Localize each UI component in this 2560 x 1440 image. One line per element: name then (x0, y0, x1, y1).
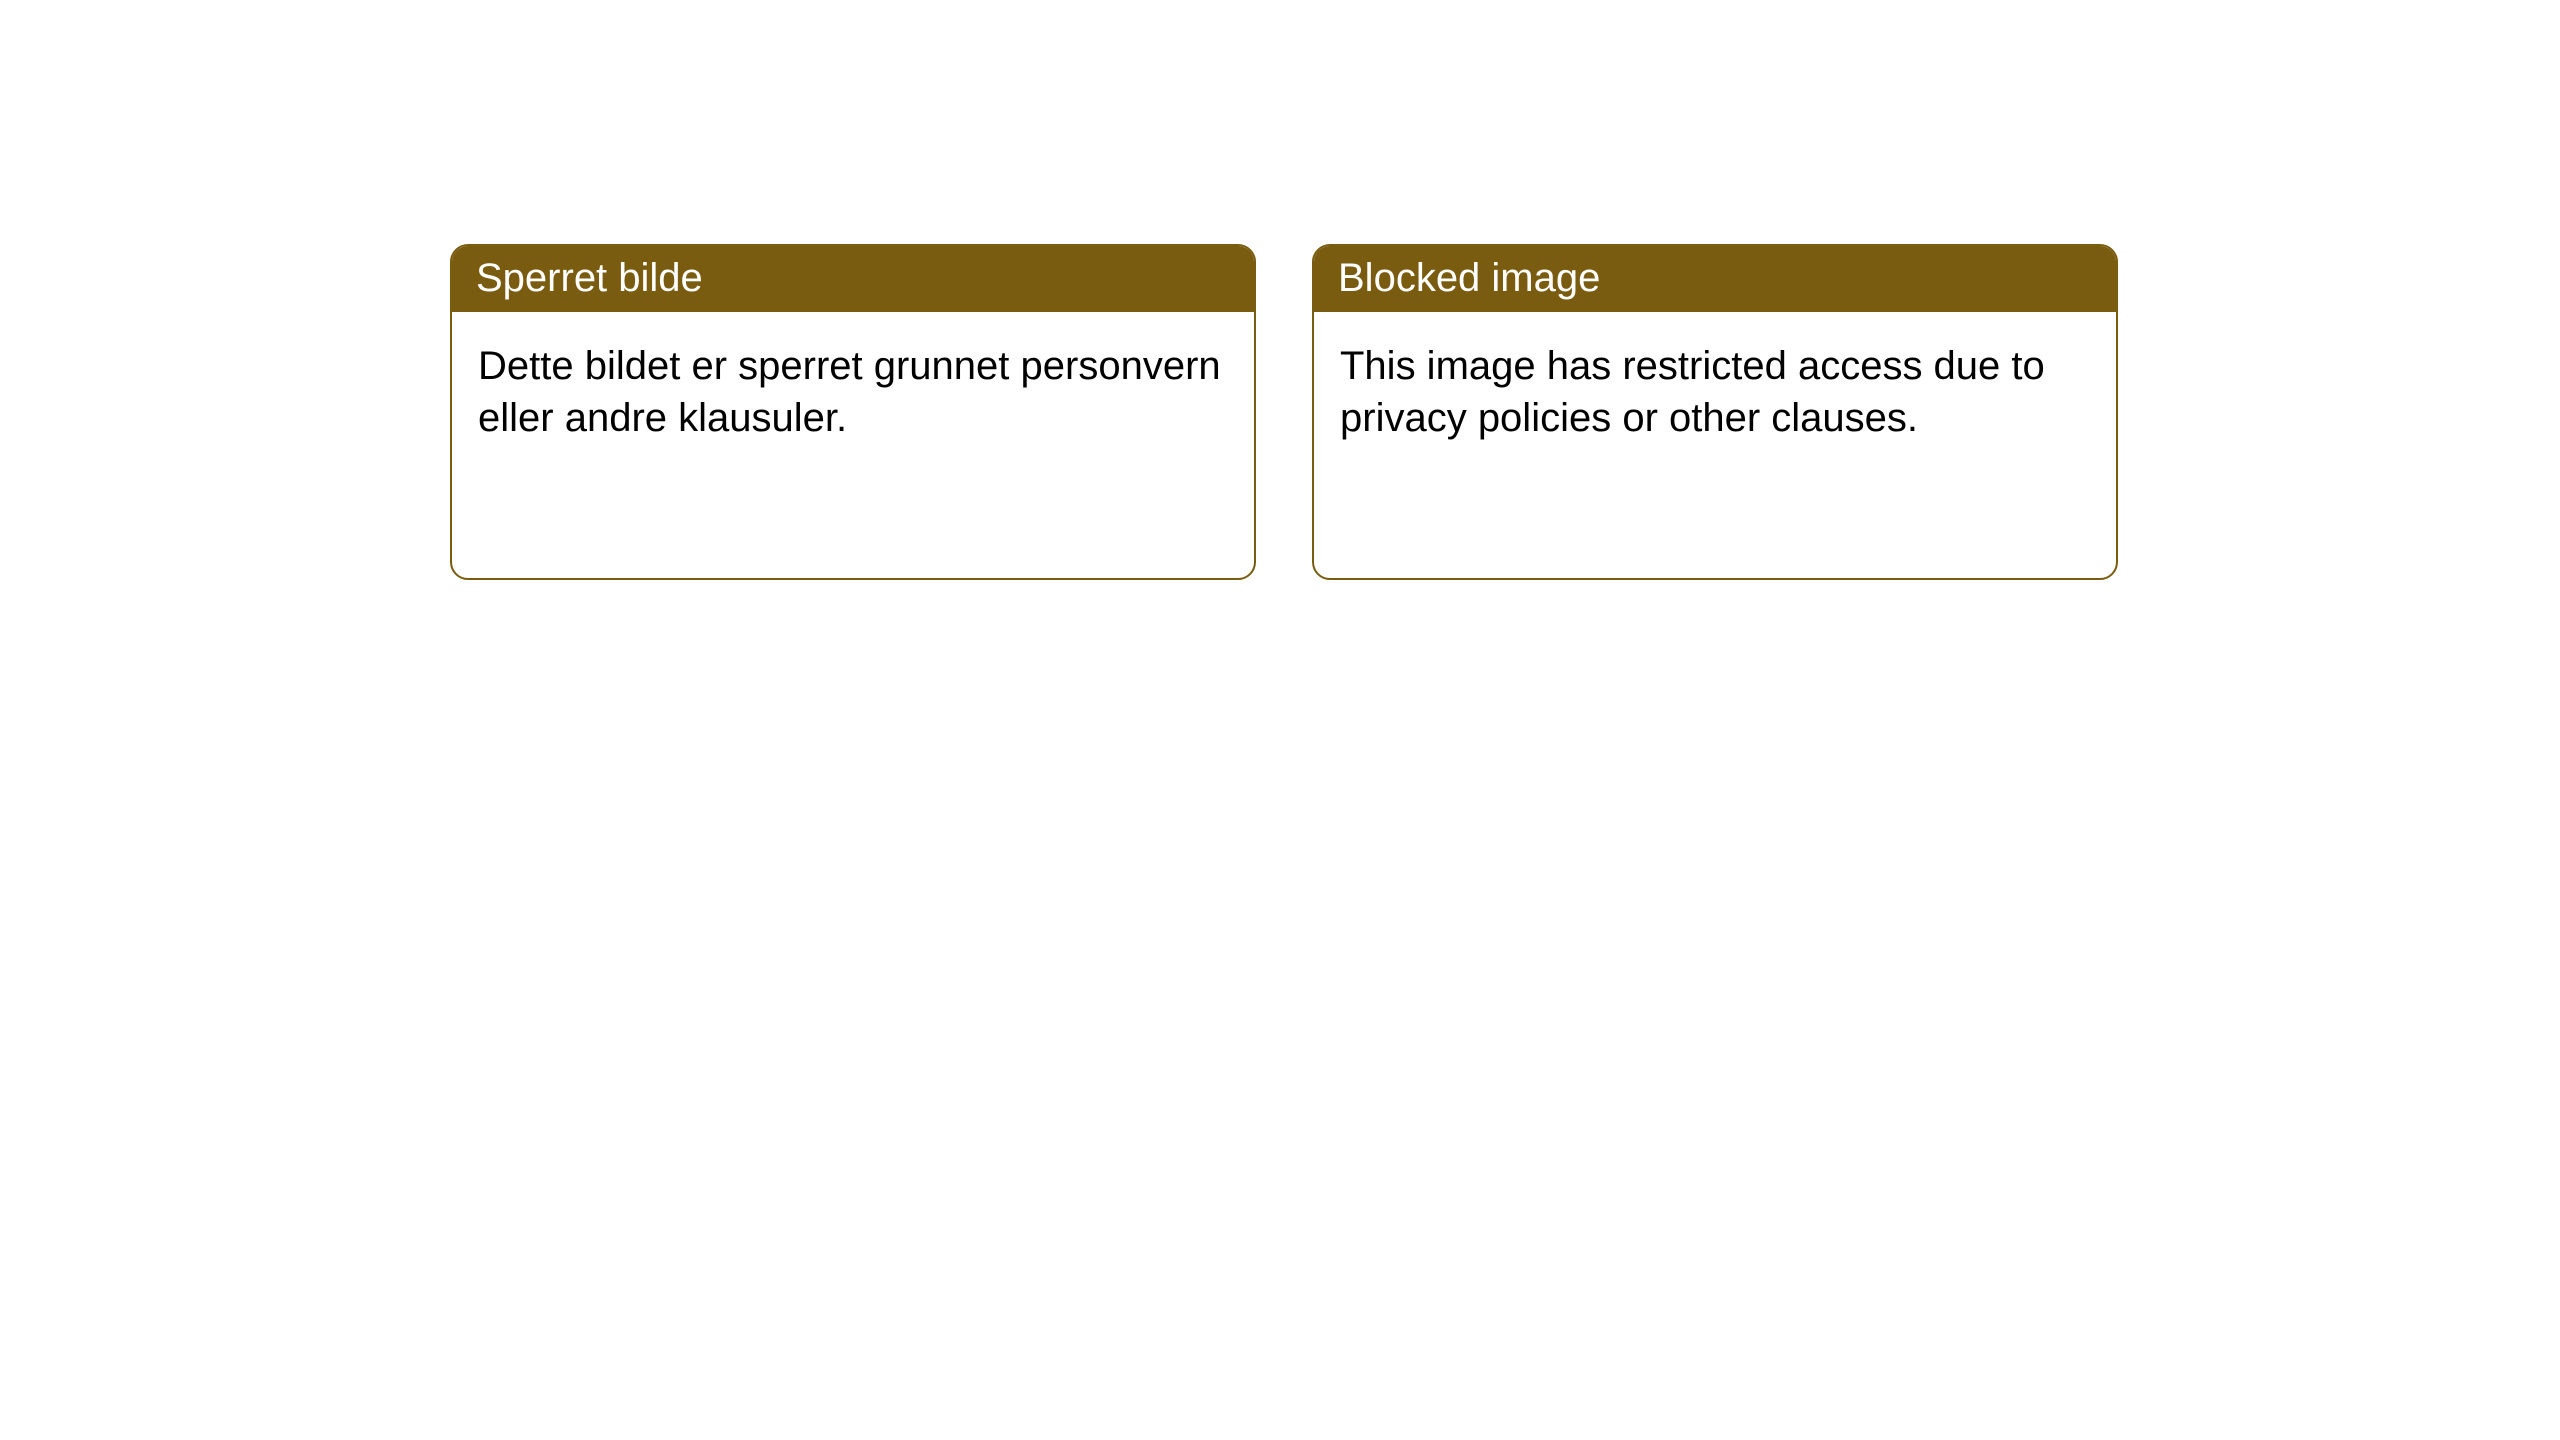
notice-card-body: Dette bildet er sperret grunnet personve… (452, 312, 1254, 472)
notice-card-title: Blocked image (1314, 246, 2116, 312)
notice-card-title: Sperret bilde (452, 246, 1254, 312)
notice-card-english: Blocked image This image has restricted … (1312, 244, 2118, 580)
notice-card-norwegian: Sperret bilde Dette bildet er sperret gr… (450, 244, 1256, 580)
notice-cards-row: Sperret bilde Dette bildet er sperret gr… (0, 0, 2560, 580)
notice-card-body: This image has restricted access due to … (1314, 312, 2116, 472)
